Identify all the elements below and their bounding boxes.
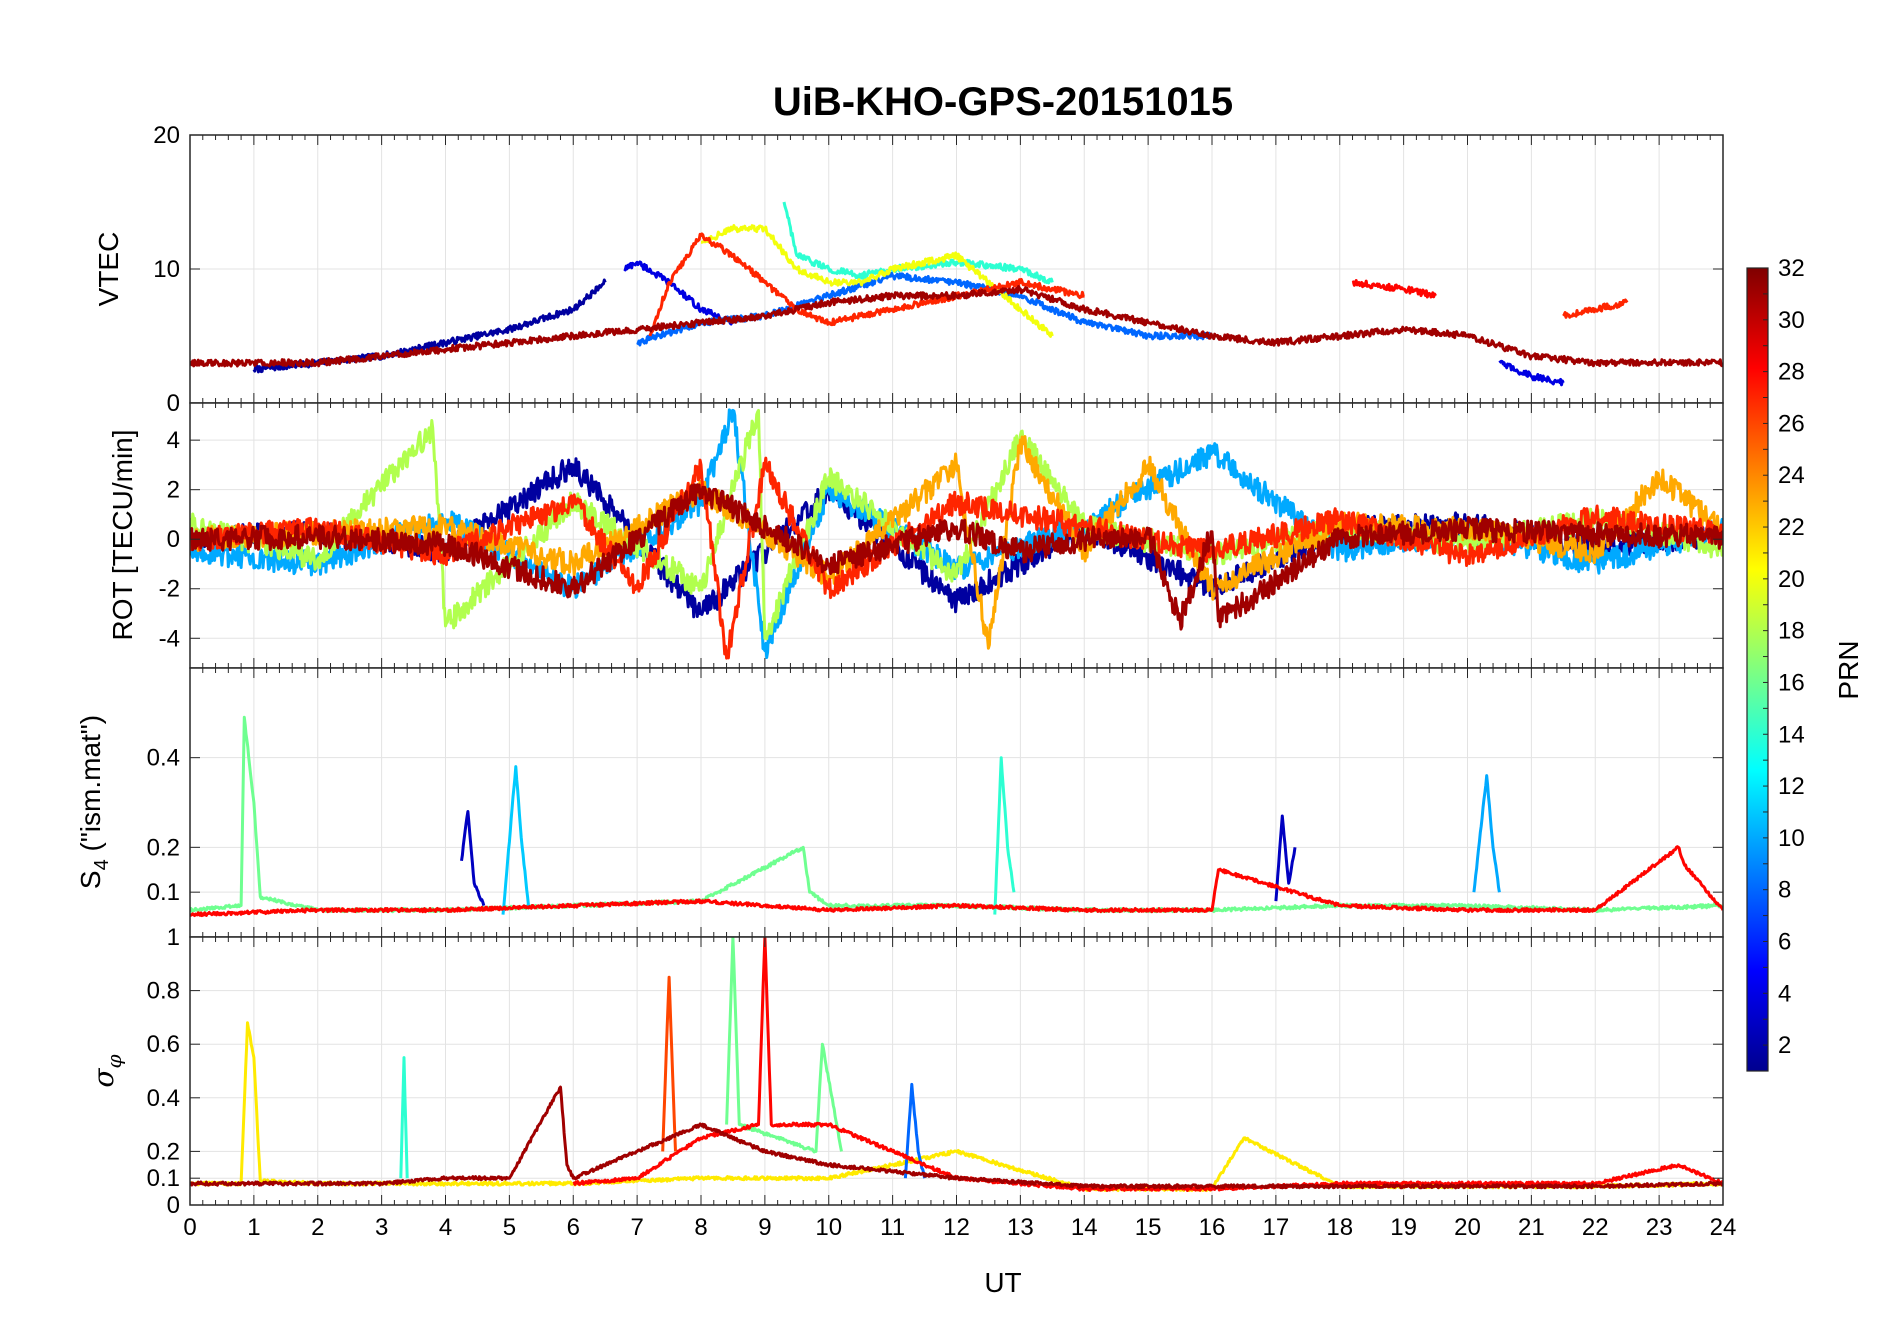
- x-tick-label: 13: [1007, 1214, 1034, 1241]
- series-group: [190, 408, 1723, 660]
- x-tick-label: 6: [567, 1214, 580, 1241]
- x-tick-label: 18: [1326, 1214, 1353, 1241]
- panel-vtec: 0 10 20 VTEC: [93, 122, 1724, 417]
- x-tick-label: 15: [1135, 1214, 1162, 1241]
- colorbar-tick-label: 10: [1778, 825, 1805, 852]
- y-axis-label: S4 ("ism.mat"): [75, 715, 113, 889]
- series-line-prn-14: [782, 201, 1054, 285]
- x-tick-label: 12: [943, 1214, 970, 1241]
- colorbar-label: PRN: [1833, 640, 1864, 699]
- colorbar-tick-label: 12: [1778, 773, 1805, 800]
- y-tick-label: 20: [153, 122, 180, 149]
- colorbar-tick-label: 18: [1778, 618, 1805, 645]
- x-tick-label: 21: [1518, 1214, 1545, 1241]
- x-tick-label: 16: [1199, 1214, 1226, 1241]
- series-group: [190, 937, 1723, 1192]
- colorbar-tick-label: 14: [1778, 721, 1805, 748]
- y-axis-label: ROT [TECU/min]: [107, 429, 138, 640]
- series-line-prn-31: [190, 483, 1723, 631]
- x-tick-label: 5: [503, 1214, 516, 1241]
- colorbar-tick-label: 6: [1778, 928, 1791, 955]
- series-line-prn-10: [1472, 774, 1501, 893]
- series-line-prn-26: [661, 975, 677, 1152]
- y-tick-label: 0.8: [147, 978, 180, 1005]
- y-tick-label: 0.4: [147, 745, 180, 772]
- x-tick-label: 9: [758, 1214, 771, 1241]
- y-tick-label: 0.6: [147, 1031, 180, 1058]
- x-tick-label: 17: [1263, 1214, 1290, 1241]
- series-line-prn-16: [725, 937, 843, 1154]
- y-tick-label: 10: [153, 256, 180, 283]
- x-tick-label: 10: [815, 1214, 842, 1241]
- y-tick-label: 0: [167, 1192, 180, 1219]
- series-line-prn-3: [1274, 814, 1297, 902]
- series-line-prn-14: [399, 1056, 409, 1179]
- x-tick-label: 2: [311, 1214, 324, 1241]
- x-tick-label: 7: [630, 1214, 643, 1241]
- colorbar-tick-label: 26: [1778, 410, 1805, 437]
- x-tick-label: 20: [1454, 1214, 1481, 1241]
- x-tick-label: 14: [1071, 1214, 1098, 1241]
- y-tick-label: -4: [159, 625, 180, 652]
- y-tick-label: 0.2: [147, 1138, 180, 1165]
- series-line-prn-4: [623, 260, 735, 326]
- series-line-prn-31: [190, 1085, 1723, 1190]
- chart-title: UiB-KHO-GPS-20151015: [773, 80, 1233, 124]
- series-line-prn-18: [190, 408, 1723, 641]
- y-tick-label: -2: [159, 576, 180, 603]
- y-tick-label: 2: [167, 477, 180, 504]
- x-tick-label: 8: [694, 1214, 707, 1241]
- y-tick-label: 0.1: [147, 1165, 180, 1192]
- x-tick-label: 0: [183, 1214, 196, 1241]
- colorbar-tick-label: 4: [1778, 980, 1791, 1007]
- y-tick-label: 4: [167, 427, 180, 454]
- panel-s4: 0.1 0.2 0.4 S4 ("ism.mat"): [75, 667, 1724, 938]
- y-axis-label: σφ: [87, 1054, 126, 1087]
- colorbar-tick-label: 30: [1778, 307, 1805, 334]
- x-tick-label: 24: [1710, 1214, 1737, 1241]
- colorbar-tick-label: 32: [1778, 255, 1805, 282]
- series-group: [190, 715, 1723, 918]
- colorbar-tick-label: 8: [1778, 877, 1791, 904]
- series-line-prn-3: [460, 810, 486, 907]
- colorbar-tick-label: 22: [1778, 514, 1805, 541]
- series-line-prn-28: [1351, 279, 1437, 299]
- series-line-prn-4: [1498, 359, 1565, 387]
- series-line-prn-28: [190, 845, 1723, 918]
- panel-rot: -4 -2 0 2 4 ROT [TECU/min]: [107, 402, 1724, 669]
- series-group: [190, 201, 1723, 387]
- colorbar-tick-label: 16: [1778, 669, 1805, 696]
- series-line-prn-14: [993, 756, 1016, 915]
- y-tick-label: 0: [167, 526, 180, 553]
- series-line-prn-31: [190, 285, 1723, 368]
- y-tick-label: 0: [167, 390, 180, 417]
- x-tick-label: 4: [439, 1214, 452, 1241]
- x-tick-label: 22: [1582, 1214, 1609, 1241]
- x-tick-label: 11: [880, 1214, 905, 1241]
- colorbar-gradient: [1746, 267, 1769, 1072]
- series-line-prn-27: [648, 232, 1085, 337]
- series-line-prn-11: [501, 765, 530, 915]
- x-axis-label: UT: [984, 1267, 1021, 1298]
- colorbar-tick-label: 24: [1778, 462, 1805, 489]
- x-tick-label: 19: [1390, 1214, 1417, 1241]
- colorbar-tick-label: 28: [1778, 359, 1805, 386]
- x-tick-label: 23: [1646, 1214, 1673, 1241]
- y-tick-label: 1: [167, 924, 180, 951]
- x-tick-label: 3: [375, 1214, 388, 1241]
- y-tick-label: 0.4: [147, 1085, 180, 1112]
- y-tick-label: 0.2: [147, 834, 180, 861]
- y-tick-label: 0.1: [147, 879, 180, 906]
- colorbar-tick-label: 2: [1778, 1032, 1791, 1059]
- series-line-prn-27: [1562, 298, 1629, 319]
- x-tick-label: 1: [247, 1214, 260, 1241]
- colorbar-tick-label: 20: [1778, 566, 1805, 593]
- y-axis-label: VTEC: [93, 232, 124, 307]
